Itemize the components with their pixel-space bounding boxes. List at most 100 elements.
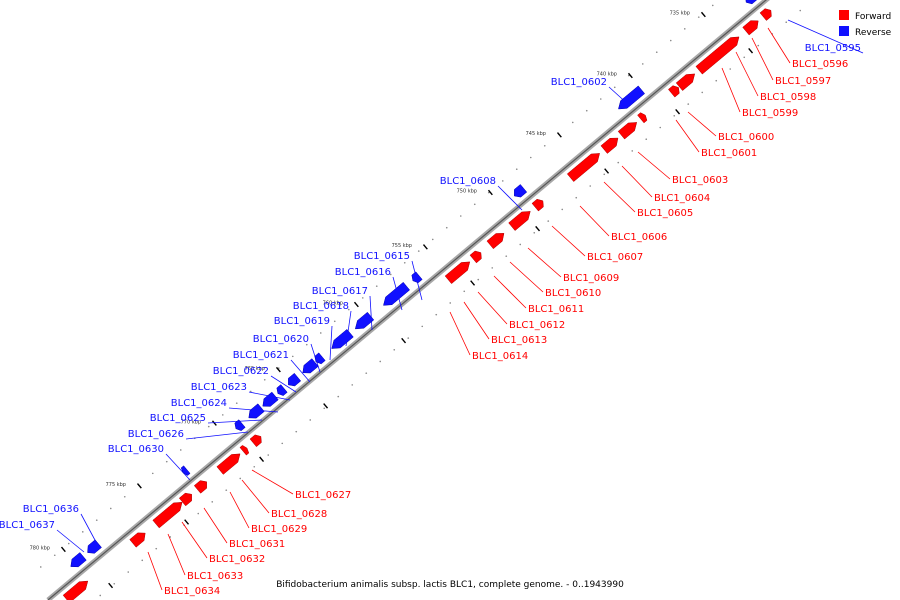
forward-leader-line xyxy=(735,51,759,97)
scale-dot xyxy=(323,407,326,410)
kbp-label: 750 kbp xyxy=(457,189,477,195)
reverse-gene-arrow xyxy=(745,0,758,5)
forward-gene-label: BLC1_0613 xyxy=(491,335,547,346)
scale-dot xyxy=(613,86,616,89)
scale-dot xyxy=(673,115,676,117)
scale-dot xyxy=(683,28,686,30)
scale-dot xyxy=(225,489,228,491)
forward-leader-line xyxy=(251,469,294,495)
scale-dot xyxy=(347,308,350,311)
scale-dot xyxy=(431,238,434,241)
scale-dot xyxy=(785,21,788,24)
scale-dot xyxy=(529,156,532,159)
kbp-tick xyxy=(470,280,476,286)
scale-dot xyxy=(641,63,644,65)
scale-dot xyxy=(207,425,210,428)
scale-dot xyxy=(407,337,410,339)
scale-dot xyxy=(757,44,760,47)
reverse-leader-line xyxy=(165,453,191,481)
scale-dot xyxy=(799,9,802,12)
reverse-leader-line xyxy=(369,295,373,331)
scale-dot xyxy=(669,39,672,42)
reverse-leader-line xyxy=(329,325,333,361)
forward-gene-arrow xyxy=(216,453,241,475)
forward-leader-line xyxy=(687,111,717,137)
scale-dot xyxy=(687,103,690,105)
forward-gene-arrow xyxy=(600,137,619,154)
scale-dot xyxy=(39,566,42,568)
scale-dot xyxy=(487,191,490,194)
scale-dot xyxy=(631,150,634,152)
scale-dot xyxy=(515,168,518,170)
forward-leader-line xyxy=(477,291,508,325)
forward-gene-label: BLC1_0606 xyxy=(611,232,667,243)
forward-gene-label: BLC1_0627 xyxy=(295,490,351,501)
reverse-leader-line xyxy=(787,19,864,54)
kbp-tick xyxy=(627,72,633,79)
scale-ticks: 735 kbp 740 kbp 745 kbp 750 kbp 755 kbp 760 k… xyxy=(30,11,754,589)
forward-gene-arrow xyxy=(129,532,146,548)
forward-gene-label: BLC1_0629 xyxy=(251,524,307,535)
forward-gene-label: BLC1_0605 xyxy=(637,208,693,219)
scale-dot xyxy=(435,313,438,316)
scale-dot xyxy=(459,215,462,217)
kbp-tick xyxy=(700,11,706,18)
genome-title: Bifidobacterium animalis subsp. lactis B… xyxy=(276,580,624,590)
reverse-gene-label: BLC1_0626 xyxy=(128,429,184,440)
legend-reverse-swatch xyxy=(839,26,849,36)
reverse-gene-arrow xyxy=(354,311,375,330)
scale-dot xyxy=(561,208,564,211)
scale-dot xyxy=(277,367,280,369)
reverse-gene-label: BLC1_0623 xyxy=(191,382,247,393)
scale-dot xyxy=(655,51,658,54)
forward-gene-label: BLC1_0609 xyxy=(563,273,619,284)
kbp-label: 740 kbp xyxy=(597,72,617,78)
forward-gene-arrow xyxy=(566,153,600,182)
forward-leader-line xyxy=(241,479,270,514)
reverse-gene-arrow xyxy=(248,403,265,419)
scale-dot xyxy=(533,231,536,234)
scale-dot xyxy=(659,126,662,129)
scale-dot xyxy=(155,547,158,550)
kbp-tick xyxy=(259,456,265,463)
kbp-tick xyxy=(211,420,217,426)
forward-gene-label: BLC1_0631 xyxy=(229,539,285,550)
scale-dot xyxy=(445,226,448,229)
forward-gene-label: BLC1_0596 xyxy=(792,59,848,70)
scale-dot xyxy=(235,402,238,404)
reverse-gene-label: BLC1_0621 xyxy=(233,350,289,361)
scale-dot xyxy=(95,519,98,521)
scale-dot xyxy=(403,261,406,264)
reverse-gene-label: BLC1_0624 xyxy=(171,398,227,409)
reverse-gene-arrow xyxy=(314,352,326,365)
legend-reverse-label: Reverse xyxy=(855,28,892,38)
scale-dot xyxy=(375,285,378,287)
reverse-gene-arrow xyxy=(262,391,279,407)
scale-dot xyxy=(575,196,578,199)
scale-dot xyxy=(151,472,154,475)
reverse-gene-label: BLC1_0595 xyxy=(805,43,861,54)
kbp-tick xyxy=(323,403,329,409)
forward-leader-line xyxy=(147,551,163,591)
scale-dot xyxy=(53,554,56,557)
reverse-gene-label: BLC1_0616 xyxy=(335,267,391,278)
kbp-tick xyxy=(353,301,359,308)
reverse-leader-line xyxy=(56,529,85,553)
forward-leader-line xyxy=(493,275,527,309)
scale-dot xyxy=(417,250,420,252)
legend-forward-label: Forward xyxy=(855,12,891,22)
scale-dot xyxy=(123,495,126,498)
forward-leader-line xyxy=(621,165,653,198)
forward-leader-line xyxy=(203,507,228,544)
reverse-leader-line xyxy=(207,419,263,424)
reverse-gene-arrow xyxy=(331,328,354,349)
scale-dot xyxy=(361,297,364,299)
forward-leader-line xyxy=(751,37,774,81)
scale-dot xyxy=(701,91,704,94)
scale-dot xyxy=(463,290,466,293)
gene-labels: BLC1_0596 BLC1_0597 BLC1_0598 BLC1_0599 BLC1… xyxy=(0,43,861,597)
forward-gene-label: BLC1_0634 xyxy=(164,586,220,597)
reverse-gene-label: BLC1_0619 xyxy=(274,316,330,327)
scale-dot xyxy=(627,74,630,77)
scale-dot xyxy=(603,173,606,176)
